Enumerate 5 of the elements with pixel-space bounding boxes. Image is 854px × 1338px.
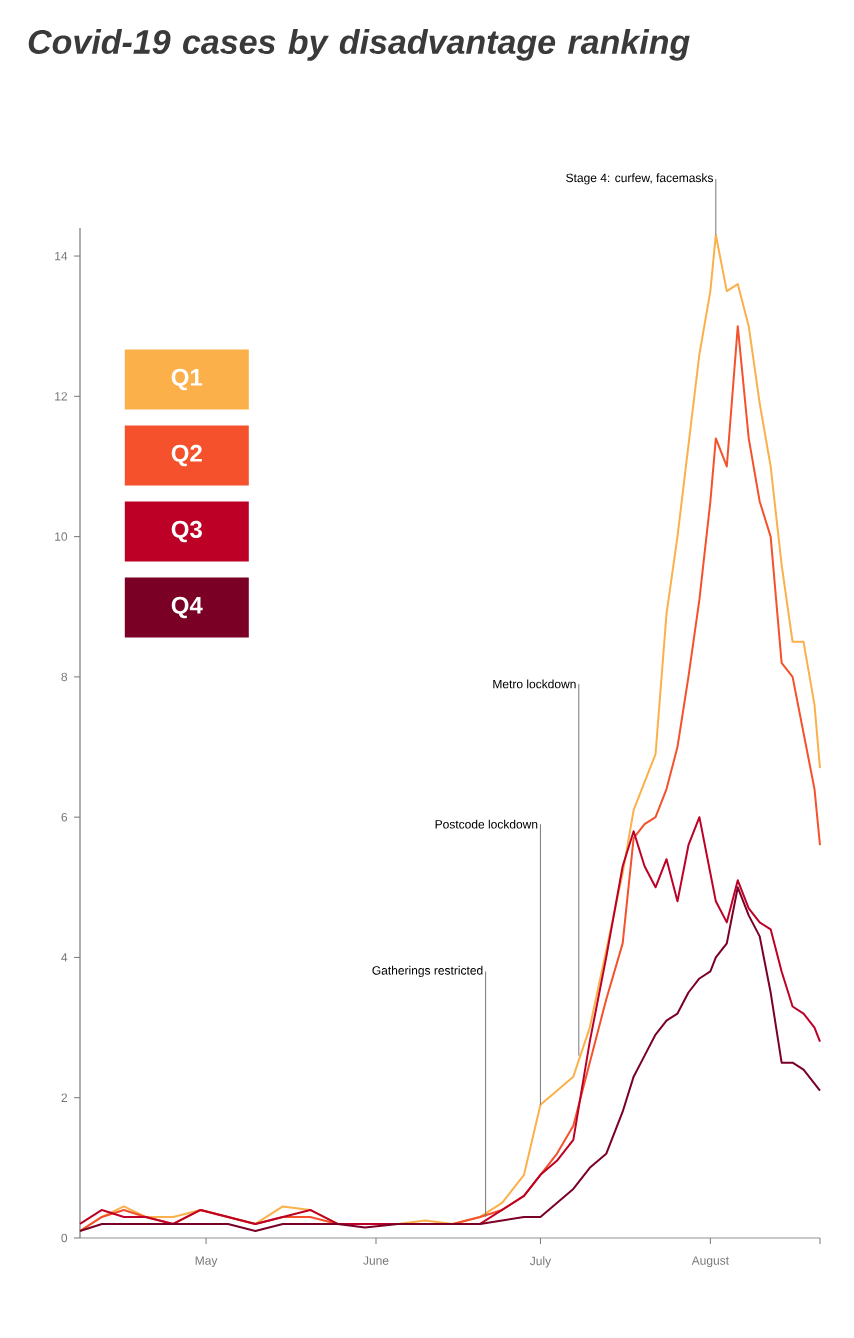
text: Q3 xyxy=(171,520,202,543)
text: Q1 xyxy=(171,368,203,391)
text: Q2 xyxy=(171,444,202,467)
text: Q4 xyxy=(171,596,203,619)
chart-title: Covid-19 cases by disadvantage ranking xyxy=(28,29,690,61)
